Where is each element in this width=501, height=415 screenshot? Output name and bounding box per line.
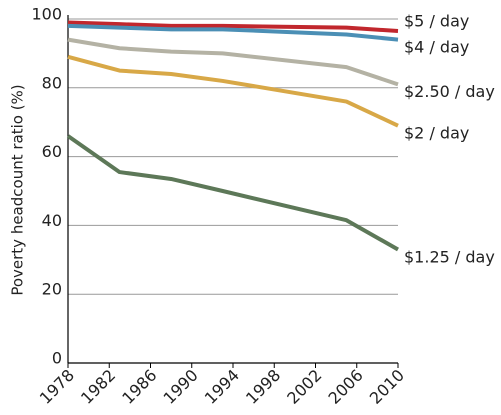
series-line [67,20,399,34]
series-line [67,54,399,128]
y-tick-label: 0 [52,349,62,368]
x-tick-label: 1990 [160,366,202,408]
x-tick-label: 1978 [36,366,78,408]
y-tick-label: 20 [42,280,62,299]
x-tick-label: 2002 [283,366,325,408]
series-label: $4 / day [404,38,469,57]
y-tick-label: 100 [31,5,62,24]
series-line [66,134,399,252]
x-tick-label: 1986 [118,366,160,408]
y-axis-label: Poverty headcount ratio (%) [9,84,27,295]
series-line [67,23,399,42]
series-line [67,37,399,87]
series-label: $1.25 / day [404,247,495,266]
series-label: $2.50 / day [404,82,495,101]
series-label: $5 / day [404,12,469,31]
series-label: $2 / day [404,124,469,143]
x-tick-label: 1982 [77,366,119,408]
x-tick-label: 1998 [242,366,284,408]
y-tick-label: 80 [42,73,62,92]
y-tick-label: 60 [42,142,62,161]
x-tick-label: 2006 [325,366,367,408]
y-tick-label: 40 [42,211,62,230]
x-tick-label: 2010 [366,366,408,408]
x-tick-label: 1994 [201,366,243,408]
